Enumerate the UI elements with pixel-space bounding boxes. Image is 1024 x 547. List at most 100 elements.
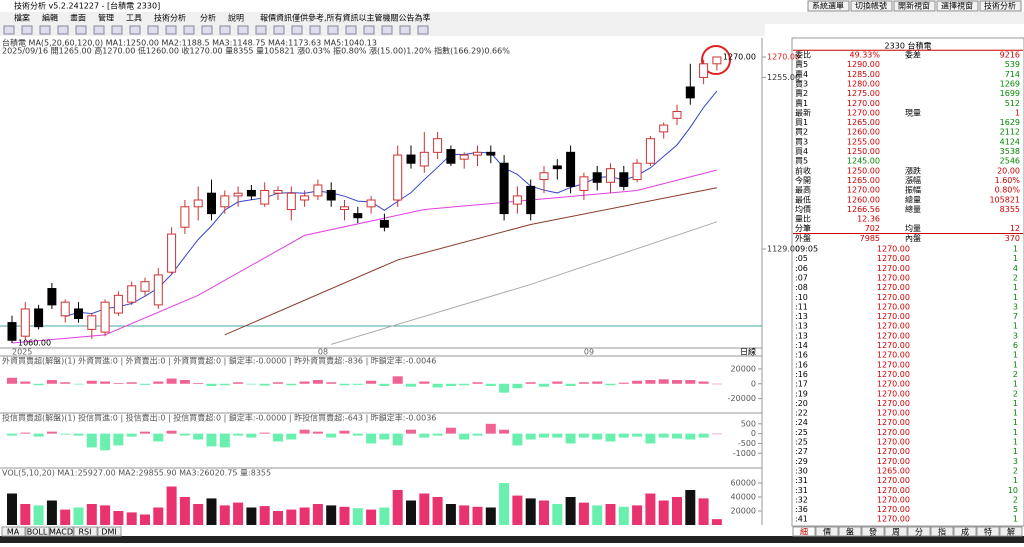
bar — [86, 433, 97, 448]
bottom-tab[interactable] — [792, 526, 816, 537]
tool-icon[interactable] — [21, 25, 33, 35]
tick-time: :25 — [795, 438, 808, 447]
candle-body — [113, 294, 123, 314]
bar — [259, 432, 270, 434]
indicator-tab[interactable] — [49, 526, 74, 537]
menu-item[interactable]: 管理 — [98, 13, 114, 23]
top-button[interactable] — [893, 0, 936, 12]
y-tick-label: 1255.00 — [767, 73, 800, 82]
tool-icon[interactable] — [363, 25, 375, 35]
menu-item[interactable]: 工具 — [126, 14, 142, 23]
indicator-tab[interactable] — [25, 526, 50, 537]
tool-icon[interactable] — [417, 25, 429, 35]
bar — [273, 433, 283, 442]
bar — [219, 383, 230, 386]
bar — [645, 380, 656, 384]
bar — [100, 505, 111, 525]
quote-value: 1265.00 — [847, 118, 880, 127]
tool-icon[interactable] — [255, 25, 267, 35]
top-button[interactable] — [936, 0, 979, 12]
top-button[interactable] — [850, 0, 893, 12]
top-button[interactable] — [807, 0, 850, 12]
quote-value: 1699 — [1000, 89, 1020, 98]
bottom-tab[interactable] — [815, 526, 839, 537]
tool-icon[interactable] — [327, 25, 339, 35]
tool-icon[interactable] — [39, 25, 51, 35]
candle-body — [286, 192, 296, 211]
tool-icon[interactable] — [93, 25, 105, 35]
candle-body — [260, 189, 270, 205]
tool-icon[interactable] — [273, 25, 285, 35]
candle-body — [20, 308, 30, 337]
tool-icon[interactable] — [3, 25, 15, 35]
tick-time: :41 — [795, 515, 808, 524]
tool-icon[interactable] — [309, 25, 321, 35]
bar — [565, 433, 576, 444]
tick-price: 1270.00 — [877, 331, 910, 340]
tick-volume: 1 — [1013, 476, 1018, 485]
bar — [326, 382, 337, 384]
tool-icon[interactable] — [201, 25, 213, 35]
bar — [352, 508, 363, 525]
tick-time: :31 — [795, 486, 808, 495]
indicator-tab[interactable] — [73, 526, 98, 537]
menu-item[interactable]: 檔案 — [14, 13, 30, 23]
tool-icon[interactable] — [219, 25, 231, 35]
tool-icon[interactable] — [165, 25, 177, 35]
tick-volume: 2 — [1013, 370, 1018, 379]
tool-icon[interactable] — [75, 25, 87, 35]
menu-item[interactable]: 技術分析 — [154, 13, 186, 23]
candle-body — [180, 206, 190, 228]
bottom-tab[interactable] — [930, 526, 954, 537]
tool-icon[interactable] — [381, 25, 393, 35]
bottom-tab[interactable] — [999, 526, 1023, 537]
bottom-tab[interactable] — [861, 526, 885, 537]
menu-item[interactable]: 編輯 — [42, 13, 58, 23]
candle-body — [193, 199, 203, 208]
bar — [73, 433, 84, 436]
tick-time: :27 — [795, 447, 808, 456]
quote-value: 714 — [1005, 70, 1020, 79]
quote-value: 1250.00 — [847, 166, 880, 175]
indicator-tab[interactable] — [1, 526, 26, 537]
bar — [645, 493, 656, 525]
menu-item[interactable]: 畫面 — [70, 13, 86, 23]
bar — [525, 433, 536, 440]
bottom-tab[interactable] — [953, 526, 977, 537]
bottom-tab[interactable] — [838, 526, 862, 537]
bottom-tab[interactable] — [907, 526, 931, 537]
tick-price: 1270.00 — [877, 505, 910, 514]
ma-line — [224, 187, 717, 336]
bar — [432, 497, 443, 525]
bar — [432, 433, 443, 436]
quote-label: 買4 — [795, 147, 808, 156]
bottom-tab[interactable] — [976, 526, 1000, 537]
tool-icon[interactable] — [183, 25, 195, 35]
tool-icon[interactable] — [291, 25, 303, 35]
tool-icon[interactable] — [399, 25, 411, 35]
tool-icon[interactable] — [57, 25, 69, 35]
tool-icon[interactable] — [345, 25, 357, 35]
tick-price: 1270.00 — [877, 302, 910, 311]
bottom-tab[interactable] — [884, 526, 908, 537]
tool-icon[interactable] — [147, 25, 159, 35]
tick-volume: 1 — [1013, 418, 1018, 427]
bar — [379, 507, 390, 525]
indicator-tab[interactable] — [97, 526, 122, 537]
menu-item[interactable]: 分析 — [200, 13, 216, 23]
bar — [618, 433, 629, 438]
top-button[interactable] — [979, 0, 1022, 12]
tool-icon[interactable] — [129, 25, 141, 35]
bar — [33, 433, 44, 437]
bottom-tab-label: 特 — [984, 527, 992, 537]
bottom-tab-label: 細 — [800, 527, 808, 537]
tool-icon[interactable] — [237, 25, 249, 35]
tick-volume: 1 — [1013, 351, 1018, 360]
tick-time: :05 — [795, 254, 808, 263]
candle-body — [87, 315, 97, 330]
notice: 報價資訊僅供參考,所有資訊以主管機關公告為準 — [260, 13, 431, 23]
tool-icon[interactable] — [111, 25, 123, 35]
menu-item[interactable]: 說明 — [228, 13, 244, 23]
tick-time: :16 — [795, 351, 808, 360]
bar — [485, 423, 496, 434]
